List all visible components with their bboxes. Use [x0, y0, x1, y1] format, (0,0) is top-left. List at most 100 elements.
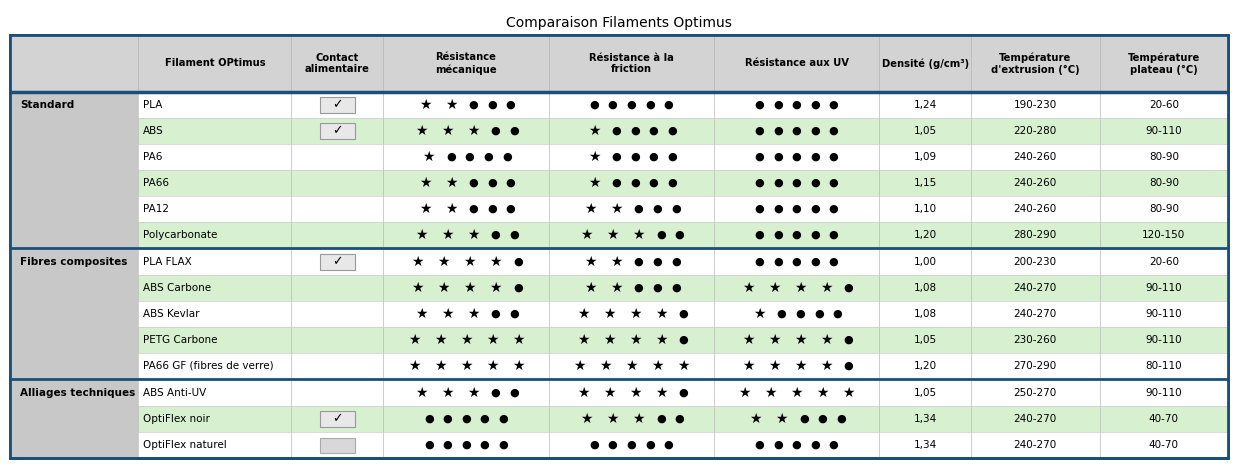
Bar	[319, 438, 355, 452]
Text: ★: ★	[610, 255, 623, 269]
Text: ●: ●	[773, 230, 782, 240]
Text: ●: ●	[671, 257, 681, 267]
Text: ★: ★	[794, 333, 806, 347]
Text: ●: ●	[509, 388, 519, 398]
Text: PETG Carbone: PETG Carbone	[144, 335, 218, 345]
Text: ★: ★	[418, 202, 431, 216]
Bar	[139, 170, 1228, 196]
Text: ●: ●	[656, 230, 666, 240]
Text: ★: ★	[738, 386, 750, 400]
Text: 1,08: 1,08	[914, 283, 937, 293]
Text: ★: ★	[633, 412, 645, 426]
Text: ●: ●	[612, 178, 621, 188]
Text: ●: ●	[773, 100, 782, 110]
Text: ●: ●	[773, 126, 782, 136]
Text: ★: ★	[411, 255, 423, 269]
Text: ★: ★	[485, 359, 498, 373]
Text: ★: ★	[411, 281, 423, 295]
Text: ●: ●	[678, 335, 688, 345]
Text: ●: ●	[487, 178, 496, 188]
Text: ●: ●	[791, 178, 801, 188]
Text: ●: ●	[791, 440, 801, 450]
Text: ★: ★	[603, 307, 615, 321]
Text: ★: ★	[603, 333, 615, 347]
Text: ●: ●	[468, 178, 478, 188]
Text: ★: ★	[768, 281, 780, 295]
Bar	[139, 196, 1228, 222]
Text: ●: ●	[828, 230, 838, 240]
Text: Fibres composites: Fibres composites	[20, 257, 128, 267]
Text: ★: ★	[489, 255, 501, 269]
Text: ✓: ✓	[332, 256, 343, 268]
Text: ★: ★	[584, 202, 597, 216]
Text: ●: ●	[461, 440, 470, 450]
Text: ●: ●	[773, 204, 782, 214]
Text: PLA: PLA	[144, 100, 162, 110]
Text: Filament OPtimus: Filament OPtimus	[165, 59, 265, 68]
Text: ●: ●	[678, 309, 688, 319]
Bar	[10, 249, 139, 379]
Text: ★: ★	[459, 359, 472, 373]
Text: ●: ●	[828, 126, 838, 136]
Text: ●: ●	[754, 100, 764, 110]
Text: ★: ★	[444, 176, 457, 190]
Text: ●: ●	[828, 440, 838, 450]
Text: ★: ★	[418, 176, 431, 190]
Bar	[319, 97, 355, 113]
Text: ★: ★	[588, 176, 600, 190]
Text: ★: ★	[581, 412, 593, 426]
Text: ●: ●	[791, 230, 801, 240]
Text: 190-230: 190-230	[1014, 100, 1057, 110]
Text: ●: ●	[675, 414, 685, 424]
Text: ●: ●	[664, 440, 673, 450]
Text: ●: ●	[810, 204, 820, 214]
Text: ●: ●	[423, 440, 433, 450]
Text: ●: ●	[810, 230, 820, 240]
Text: ●: ●	[513, 283, 522, 293]
Text: ★: ★	[584, 255, 597, 269]
Text: ●: ●	[612, 126, 621, 136]
Text: ●: ●	[479, 440, 489, 450]
Text: ●: ●	[490, 230, 500, 240]
Text: ★: ★	[775, 412, 787, 426]
Text: ●: ●	[828, 100, 838, 110]
Text: ✓: ✓	[332, 99, 343, 112]
Text: ABS Kevlar: ABS Kevlar	[144, 309, 199, 319]
Bar	[139, 275, 1228, 301]
Text: ★: ★	[629, 307, 641, 321]
Text: ●: ●	[649, 178, 659, 188]
Text: ★: ★	[610, 281, 623, 295]
Text: ★: ★	[415, 124, 427, 138]
Text: ★: ★	[764, 386, 776, 400]
Text: Température
plateau (°C): Température plateau (°C)	[1128, 53, 1200, 74]
Text: ●: ●	[490, 309, 500, 319]
Text: ★: ★	[742, 333, 754, 347]
Text: 1,05: 1,05	[914, 388, 937, 398]
Text: ●: ●	[626, 440, 636, 450]
Text: ★: ★	[588, 124, 600, 138]
Text: ★: ★	[607, 412, 619, 426]
Text: Résistance aux UV: Résistance aux UV	[744, 59, 848, 68]
Text: Densité (g/cm³): Densité (g/cm³)	[881, 58, 968, 69]
Text: ●: ●	[626, 100, 636, 110]
Text: ★: ★	[599, 359, 612, 373]
Text: ★: ★	[418, 98, 431, 112]
Text: Résistance
mécanique: Résistance mécanique	[435, 53, 496, 74]
Text: ABS Carbone: ABS Carbone	[144, 283, 212, 293]
Text: ●: ●	[513, 257, 522, 267]
Text: ●: ●	[773, 257, 782, 267]
Text: PA12: PA12	[144, 204, 170, 214]
Text: ★: ★	[463, 281, 475, 295]
Text: ★: ★	[629, 333, 641, 347]
Text: ★: ★	[485, 333, 498, 347]
Text: 250-270: 250-270	[1014, 388, 1057, 398]
Text: ●: ●	[810, 440, 820, 450]
Text: ★: ★	[433, 333, 446, 347]
Text: ●: ●	[630, 152, 640, 162]
Text: ●: ●	[589, 440, 599, 450]
Bar	[139, 432, 1228, 458]
Text: ●: ●	[810, 257, 820, 267]
Bar	[139, 380, 1228, 406]
Text: ●: ●	[652, 283, 662, 293]
Text: ★: ★	[820, 333, 832, 347]
